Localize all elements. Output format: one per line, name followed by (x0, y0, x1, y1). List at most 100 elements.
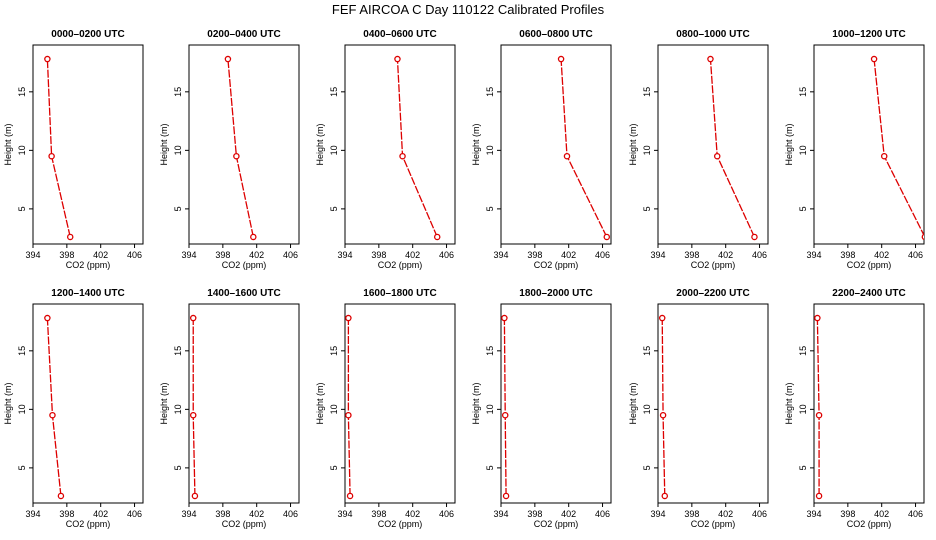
x-tick-label: 394 (650, 250, 665, 260)
y-tick-label: 5 (485, 206, 495, 211)
profile-point (751, 233, 758, 241)
plot-frame (188, 303, 300, 504)
x-tick-label: 406 (439, 250, 454, 260)
x-tick-label: 394 (493, 509, 508, 519)
x-tick-label: 402 (93, 250, 108, 260)
x-tick-label: 406 (752, 509, 767, 519)
x-axis-label: CO2 (ppm) (66, 519, 111, 529)
plot-frame (813, 303, 925, 504)
profile-point (49, 411, 56, 419)
profile-panel: 0400–0600 UTC 394 398 402 406 CO2 (ppm) 5 10 15 H… (315, 29, 456, 270)
panel-title: 1000–1200 UTC (832, 29, 905, 40)
plot-frame (32, 44, 144, 245)
x-tick-label: 406 (595, 250, 610, 260)
profile-line (46, 59, 71, 238)
y-tick-label: 5 (17, 465, 27, 470)
y-tick-label: 10 (485, 404, 495, 414)
x-tick-label: 402 (249, 250, 264, 260)
profile-panel: 0000–0200 UTC 394 398 402 406 CO2 (ppm) 5 10 15 H… (3, 29, 144, 270)
profile-panel: 1200–1400 UTC 394 398 402 406 CO2 (ppm) 5 10 15 H… (3, 288, 144, 529)
y-axis-label: Height (m) (3, 382, 13, 424)
profile-point (658, 314, 666, 322)
panel-title: 1800–2000 UTC (519, 288, 592, 299)
profile-line (347, 318, 351, 496)
y-axis-label: Height (m) (471, 123, 481, 165)
profile-point (394, 55, 401, 63)
y-axis-label: Height (m) (315, 382, 325, 424)
y-axis-label: Height (m) (784, 382, 794, 424)
figure-title: FEF AIRCOA C Day 110122 Calibrated Profi… (332, 2, 605, 17)
profile-line (709, 59, 756, 238)
x-tick-label: 406 (439, 509, 454, 519)
profile-point (713, 152, 721, 160)
x-tick-label: 394 (806, 250, 821, 260)
y-tick-label: 5 (329, 465, 339, 470)
y-tick-label: 15 (17, 346, 27, 356)
panel-title: 0800–1000 UTC (676, 29, 749, 40)
profile-point (48, 152, 55, 160)
profile-point (224, 55, 232, 63)
x-tick-label: 398 (684, 509, 699, 519)
y-axis-label: Height (m) (784, 123, 794, 165)
profile-point (814, 314, 821, 322)
profile-line (227, 58, 254, 238)
y-tick-label: 5 (642, 206, 652, 211)
x-axis-label: CO2 (ppm) (847, 260, 892, 270)
x-tick-label: 398 (59, 250, 74, 260)
profile-line (560, 59, 608, 238)
profile-line (46, 318, 62, 497)
plot-frame (657, 303, 769, 504)
y-tick-label: 10 (329, 404, 339, 414)
y-tick-label: 15 (642, 346, 652, 356)
y-tick-label: 15 (485, 87, 495, 97)
panel-title: 0600–0800 UTC (519, 29, 592, 40)
x-tick-label: 394 (181, 509, 196, 519)
y-axis-label: Height (m) (628, 123, 638, 165)
x-tick-label: 406 (595, 509, 610, 519)
y-tick-label: 5 (329, 206, 339, 211)
x-axis-label: CO2 (ppm) (378, 260, 423, 270)
x-tick-label: 406 (908, 250, 923, 260)
x-axis-label: CO2 (ppm) (378, 519, 423, 529)
y-tick-label: 15 (17, 87, 27, 97)
y-tick-label: 5 (798, 206, 808, 211)
x-axis-label: CO2 (ppm) (222, 519, 267, 529)
panel-title: 0000–0200 UTC (51, 29, 124, 40)
y-axis-label: Height (m) (159, 382, 169, 424)
profile-point (433, 233, 441, 241)
panel-title: 0400–0600 UTC (363, 29, 436, 40)
x-tick-label: 398 (840, 509, 855, 519)
plot-frame (500, 44, 612, 245)
y-tick-label: 5 (798, 465, 808, 470)
x-tick-label: 398 (527, 509, 542, 519)
y-tick-label: 15 (329, 87, 339, 97)
profile-point (57, 492, 65, 500)
y-axis-label: Height (m) (315, 123, 325, 165)
profile-point (563, 152, 571, 160)
x-tick-label: 394 (337, 250, 352, 260)
profile-point (346, 492, 354, 500)
x-tick-label: 402 (718, 509, 733, 519)
x-tick-label: 394 (25, 509, 40, 519)
y-tick-label: 15 (173, 87, 183, 97)
x-tick-label: 398 (371, 509, 386, 519)
x-tick-label: 402 (405, 509, 420, 519)
profile-panel: 1000–1200 UTC 394 398 402 406 CO2 (ppm) 5 10 15 H… (784, 29, 925, 270)
x-tick-label: 394 (806, 509, 821, 519)
y-axis-label: Height (m) (159, 123, 169, 165)
profile-point (44, 55, 51, 63)
panel-title: 2000–2200 UTC (676, 288, 749, 299)
profile-point (44, 314, 51, 322)
plot-frame (344, 44, 456, 245)
profile-line (816, 318, 820, 496)
x-tick-label: 398 (840, 250, 855, 260)
profile-point (921, 233, 924, 241)
profile-point (880, 152, 888, 160)
profile-point (189, 314, 197, 322)
x-tick-label: 402 (874, 250, 889, 260)
y-tick-label: 15 (798, 87, 808, 97)
x-axis-label: CO2 (ppm) (534, 519, 579, 529)
panel-title: 1600–1800 UTC (363, 288, 436, 299)
x-axis-label: CO2 (ppm) (534, 260, 579, 270)
y-tick-label: 10 (798, 404, 808, 414)
